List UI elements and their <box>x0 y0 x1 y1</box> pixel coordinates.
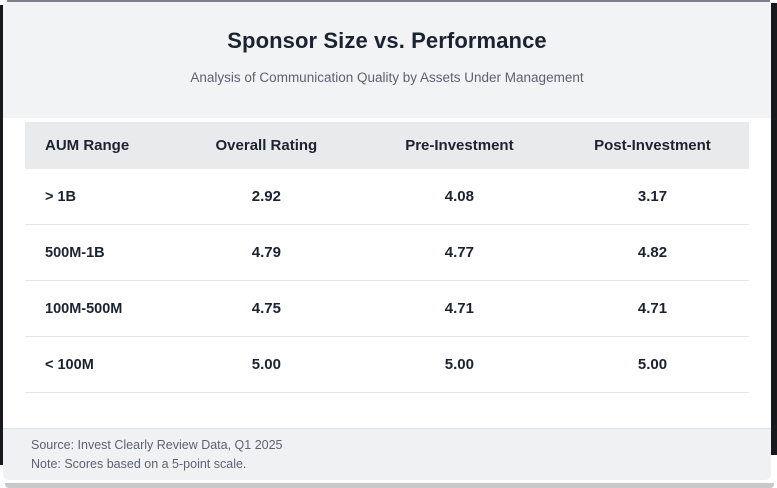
card-footer: Source: Invest Clearly Review Data, Q1 2… <box>3 428 771 480</box>
card-header: Sponsor Size vs. Performance Analysis of… <box>3 2 771 118</box>
column-header-aum-range: AUM Range <box>25 122 170 169</box>
table-row: 500M-1B 4.79 4.77 4.82 <box>25 224 749 281</box>
report-card: Sponsor Size vs. Performance Analysis of… <box>3 2 771 480</box>
row-label: 500M-1B <box>25 224 170 281</box>
performance-table: AUM Range Overall Rating Pre-Investment … <box>25 122 749 393</box>
metric-value: 4.71 <box>555 280 749 337</box>
note-text: Note: Scores based on a 5-point scale. <box>31 457 247 472</box>
metric-value: 4.75 <box>169 280 363 337</box>
page-subtitle: Analysis of Communication Quality by Ass… <box>190 70 584 85</box>
card-body: AUM Range Overall Rating Pre-Investment … <box>3 118 771 428</box>
table-row: < 100M 5.00 5.00 5.00 <box>25 336 749 393</box>
window-frame-bottom-shadow <box>5 483 774 488</box>
source-text: Source: Invest Clearly Review Data, Q1 2… <box>31 438 283 452</box>
window-frame-left <box>0 5 3 465</box>
table-row: > 1B 2.92 4.08 3.17 <box>25 169 749 225</box>
table-row: 100M-500M 4.75 4.71 4.71 <box>25 280 749 337</box>
column-header-post-investment: Post-Investment <box>555 122 749 169</box>
table-header-row: AUM Range Overall Rating Pre-Investment … <box>25 122 749 169</box>
metric-value: 5.00 <box>362 336 556 393</box>
row-label: > 1B <box>25 169 170 225</box>
metric-value: 4.71 <box>362 280 556 337</box>
metric-value: 4.77 <box>362 224 556 281</box>
window-frame-right <box>771 3 777 455</box>
metric-value: 4.08 <box>362 169 556 225</box>
column-header-pre-investment: Pre-Investment <box>362 122 556 169</box>
window-frame-top <box>7 0 770 2</box>
metric-value: 4.79 <box>169 224 363 281</box>
metric-value: 3.17 <box>555 169 749 225</box>
row-label: 100M-500M <box>25 280 170 337</box>
column-header-overall-rating: Overall Rating <box>169 122 363 169</box>
row-label: < 100M <box>25 336 170 393</box>
page-title: Sponsor Size vs. Performance <box>227 28 547 53</box>
metric-value: 5.00 <box>169 336 363 393</box>
metric-value: 5.00 <box>555 336 749 393</box>
metric-value: 2.92 <box>169 169 363 225</box>
metric-value: 4.82 <box>555 224 749 281</box>
